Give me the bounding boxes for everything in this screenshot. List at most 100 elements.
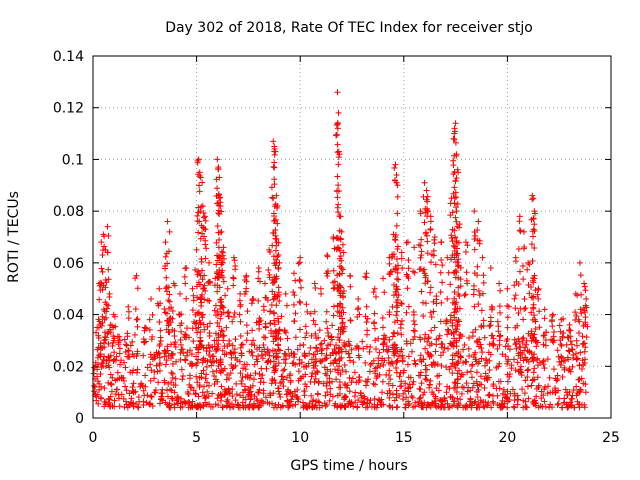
data-point [461,342,468,349]
data-point [212,376,219,383]
data-point [243,337,250,344]
data-point [487,351,494,358]
data-point [268,184,275,191]
data-point [302,353,309,360]
data-point [323,345,330,352]
data-point [469,329,476,336]
data-point [214,223,221,230]
data-point [227,404,234,411]
data-point [387,376,394,383]
data-point [451,200,458,207]
data-point [217,315,224,322]
data-point [216,323,223,330]
data-point [370,357,377,364]
data-point [438,257,445,264]
data-point [197,338,204,345]
data-point [297,277,304,284]
data-point [272,402,279,409]
data-point [107,371,114,378]
data-point [270,309,277,316]
data-point [220,332,227,339]
data-point [424,250,431,257]
data-point [271,176,278,183]
data-point [220,255,227,262]
data-point [535,285,542,292]
data-point [424,401,431,408]
data-point [226,375,233,382]
data-point [541,315,548,322]
data-point [381,289,388,296]
data-point [308,332,315,339]
data-point [156,318,163,325]
data-point [146,326,153,333]
data-point [573,383,580,390]
data-point [94,324,101,331]
data-point [182,280,189,287]
data-point [314,368,321,375]
data-point [95,361,102,368]
data-point [453,326,460,333]
data-point [540,341,547,348]
data-point [196,188,203,195]
data-point [203,363,210,370]
data-point [112,391,119,398]
data-point [378,401,385,408]
data-point [495,323,502,330]
data-point [476,240,483,247]
data-point [568,402,575,409]
data-point [530,215,537,222]
data-point [371,310,378,317]
data-point [457,396,464,403]
data-point [110,311,117,318]
data-point [244,374,251,381]
data-point [255,265,262,272]
data-point [337,213,344,220]
data-point [324,325,331,332]
data-point [266,392,273,399]
data-point [576,259,583,266]
data-point [541,386,548,393]
data-point [295,260,302,267]
data-point [456,305,463,312]
data-point [262,324,269,331]
data-point [454,323,461,330]
data-point [518,372,525,379]
data-point [212,401,219,408]
data-point [206,278,213,285]
data-point [219,274,226,281]
data-point [326,375,333,382]
data-point [567,368,574,375]
data-point [272,226,279,233]
data-point [460,346,467,353]
data-point [121,359,128,366]
data-point [473,369,480,376]
data-point [564,334,571,341]
data-point [516,213,523,220]
data-point [392,177,399,184]
data-point [303,330,310,337]
data-point [216,229,223,236]
data-point [200,214,207,221]
data-point [433,385,440,392]
data-point [517,228,524,235]
data-point [188,384,195,391]
data-point [146,316,153,323]
data-point [457,283,464,290]
data-point [195,309,202,316]
data-point [237,318,244,325]
data-point [454,370,461,377]
data-point [530,195,537,202]
data-point [116,345,123,352]
data-point [538,395,545,402]
data-point [198,258,205,265]
data-point [262,351,269,358]
data-point [324,389,331,396]
data-point [220,249,227,256]
data-point [482,370,489,377]
data-point [217,202,224,209]
data-point [273,192,280,199]
data-point [430,308,437,315]
data-point [513,345,520,352]
data-point [557,328,564,335]
data-point [233,380,240,387]
